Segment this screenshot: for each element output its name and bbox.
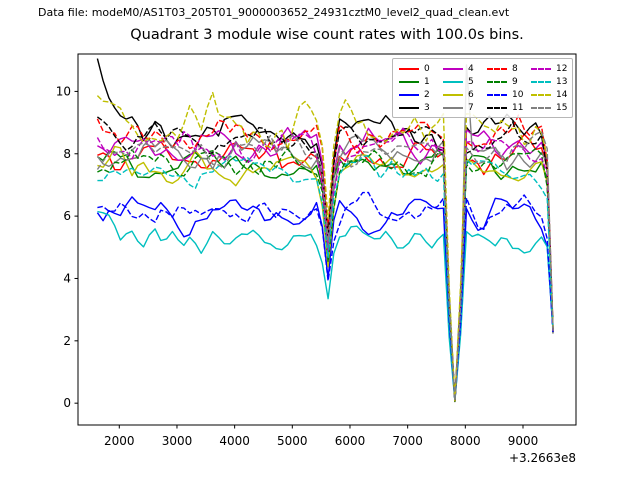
legend-label: 5: [468, 76, 474, 87]
legend-line-sample: [399, 67, 419, 70]
legend-line-sample: [531, 80, 551, 83]
legend-column: 12 13 14 15: [531, 62, 568, 114]
legend-label: 0: [424, 63, 430, 74]
x-tick-label: 6000: [335, 434, 366, 448]
legend-label: 14: [556, 89, 568, 100]
legend-line-sample: [443, 67, 463, 70]
x-axis-offset-text: +3.2663e8: [509, 451, 576, 465]
legend-label: 4: [468, 63, 474, 74]
legend-label: 11: [512, 102, 524, 113]
legend-column: 8 9 10 11: [487, 62, 524, 114]
legend-line-sample: [399, 80, 419, 83]
legend-column: 4 5 6 7: [443, 62, 480, 114]
legend-label: 12: [556, 63, 568, 74]
legend-label: 2: [424, 89, 430, 100]
series-line-12: [96, 127, 554, 402]
series-line-6: [97, 145, 554, 402]
legend-entry-9: 9: [487, 75, 524, 88]
y-tick-label: 2: [63, 334, 71, 348]
legend-entry-2: 2: [399, 88, 436, 101]
legend-line-sample: [487, 67, 507, 70]
legend-label: 13: [556, 76, 568, 87]
chart-title: Quadrant 3 module wise count rates with …: [130, 27, 524, 43]
legend-label: 10: [512, 89, 524, 100]
axes-frame: [77, 53, 577, 426]
series-line-4: [97, 126, 554, 403]
legend-label: 1: [424, 76, 430, 87]
legend-entry-5: 5: [443, 75, 480, 88]
legend-line-sample: [443, 106, 463, 109]
legend-line-sample: [531, 106, 551, 109]
legend-label: 8: [512, 63, 518, 74]
legend-entry-0: 0: [399, 62, 436, 75]
legend-label: 6: [468, 89, 474, 100]
legend-line-sample: [487, 80, 507, 83]
x-tick-label: 4000: [219, 434, 250, 448]
series-line-5: [97, 210, 554, 402]
legend-entry-3: 3: [399, 101, 436, 114]
legend-line-sample: [399, 106, 419, 109]
legend-line-sample: [443, 93, 463, 96]
series-line-11: [96, 116, 554, 402]
y-tick-label: 0: [63, 396, 71, 410]
y-tick-label: 6: [63, 209, 71, 223]
x-tick-label: 9000: [508, 434, 539, 448]
legend-entry-1: 1: [399, 75, 436, 88]
x-tick-label: 2000: [104, 434, 135, 448]
legend-label: 9: [512, 76, 518, 87]
y-tick-label: 10: [56, 84, 71, 98]
legend-line-sample: [443, 80, 463, 83]
legend-line-sample: [487, 93, 507, 96]
x-tick-label: 5000: [277, 434, 308, 448]
x-tick-label: 7000: [392, 434, 423, 448]
legend-entry-6: 6: [443, 88, 480, 101]
legend-entry-15: 15: [531, 101, 568, 114]
legend-entry-11: 11: [487, 101, 524, 114]
y-tick-label: 4: [63, 271, 71, 285]
legend-line-sample: [487, 106, 507, 109]
legend-entry-10: 10: [487, 88, 524, 101]
datafile-text: Data file: modeM0/AS1T03_205T01_90000036…: [38, 6, 510, 19]
series-line-10: [97, 191, 554, 402]
legend-entry-4: 4: [443, 62, 480, 75]
legend-line-sample: [531, 93, 551, 96]
series-line-15: [96, 130, 554, 402]
legend-entry-14: 14: [531, 88, 568, 101]
legend: 0 1 2 3 4 5 6 7 8 9 10 11 12 13 14 15: [392, 58, 573, 118]
legend-column: 0 1 2 3: [399, 62, 436, 114]
x-tick-label: 3000: [162, 434, 193, 448]
x-tick-label: 8000: [450, 434, 481, 448]
legend-entry-12: 12: [531, 62, 568, 75]
legend-label: 15: [556, 102, 568, 113]
legend-label: 7: [468, 102, 474, 113]
legend-line-sample: [399, 93, 419, 96]
legend-label: 3: [424, 102, 430, 113]
legend-entry-7: 7: [443, 101, 480, 114]
legend-line-sample: [531, 67, 551, 70]
series-line-14: [96, 91, 554, 402]
legend-entry-8: 8: [487, 62, 524, 75]
legend-entry-13: 13: [531, 75, 568, 88]
y-tick-label: 8: [63, 147, 71, 161]
